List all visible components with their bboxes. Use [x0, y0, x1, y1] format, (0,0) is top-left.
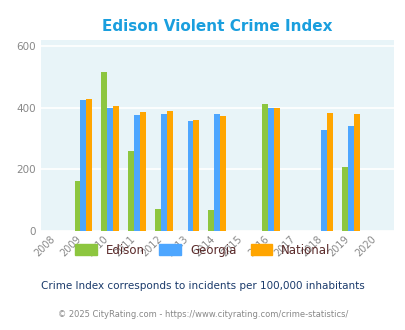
Bar: [214, 114, 220, 231]
Bar: [160, 114, 166, 231]
Bar: [187, 121, 193, 231]
Bar: [80, 100, 86, 231]
Legend: Edison, Georgia, National: Edison, Georgia, National: [72, 240, 333, 260]
Bar: [128, 151, 134, 231]
Title: Edison Violent Crime Index: Edison Violent Crime Index: [102, 19, 332, 34]
Bar: [341, 167, 347, 231]
Bar: [267, 108, 273, 231]
Bar: [113, 106, 119, 231]
Bar: [193, 120, 199, 231]
Bar: [261, 104, 267, 231]
Bar: [347, 126, 353, 231]
Bar: [166, 111, 172, 231]
Text: © 2025 CityRating.com - https://www.cityrating.com/crime-statistics/: © 2025 CityRating.com - https://www.city…: [58, 310, 347, 319]
Text: Crime Index corresponds to incidents per 100,000 inhabitants: Crime Index corresponds to incidents per…: [41, 281, 364, 291]
Bar: [75, 181, 80, 231]
Bar: [140, 112, 145, 231]
Bar: [154, 210, 160, 231]
Bar: [326, 113, 332, 231]
Bar: [353, 114, 359, 231]
Bar: [220, 116, 226, 231]
Bar: [134, 115, 140, 231]
Bar: [107, 108, 113, 231]
Bar: [101, 72, 107, 231]
Bar: [208, 210, 214, 231]
Bar: [86, 99, 92, 231]
Bar: [273, 108, 279, 231]
Bar: [320, 130, 326, 231]
